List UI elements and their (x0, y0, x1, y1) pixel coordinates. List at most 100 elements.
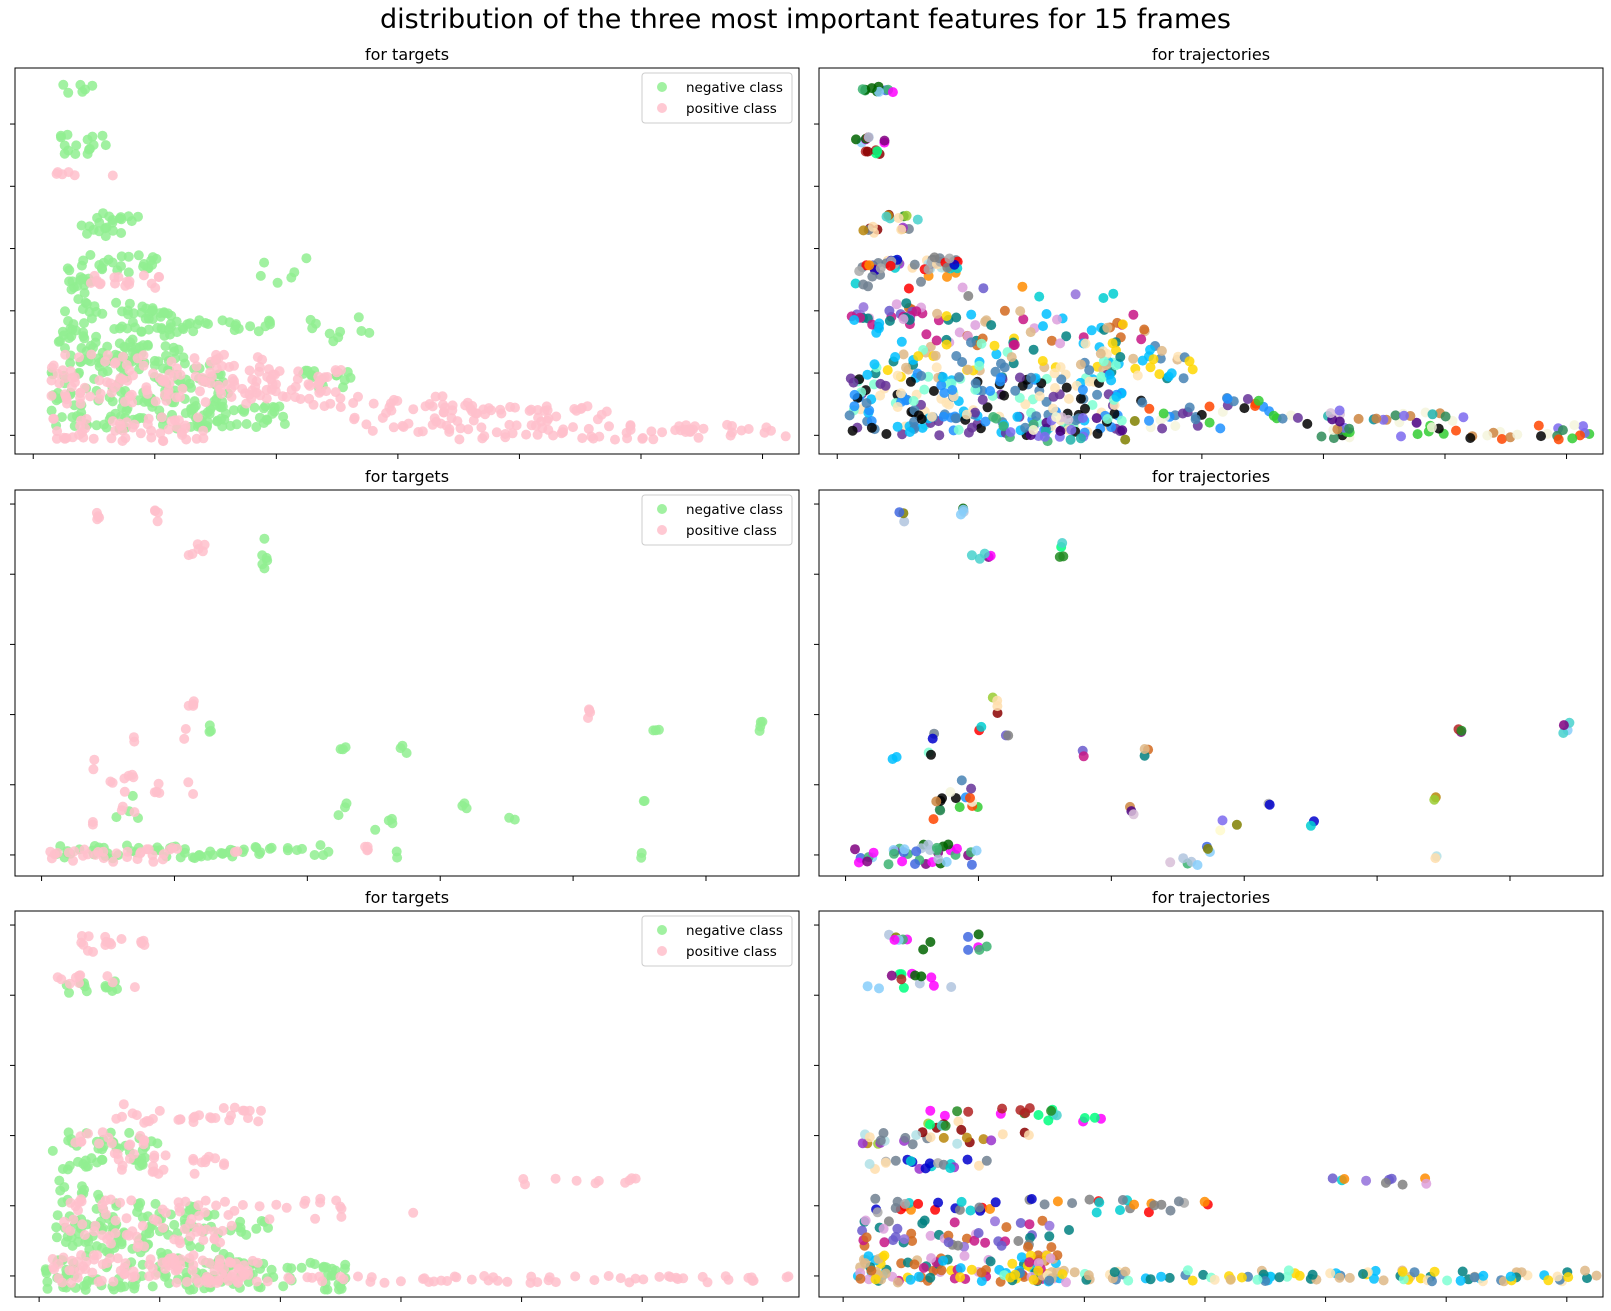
legend: negative class positive class (641, 72, 793, 124)
negative-class-point (78, 1280, 89, 1291)
positive-class-point (129, 419, 140, 430)
trajectory-point (953, 1116, 964, 1127)
trajectory-point (875, 378, 886, 389)
positive-class-point (200, 1195, 211, 1206)
positive-class-point (319, 401, 330, 412)
negative-class-point (339, 1263, 350, 1274)
positive-class-point (285, 1274, 296, 1285)
negative-class-point (392, 852, 403, 863)
trajectory-point (892, 402, 903, 412)
positive-class-point (543, 424, 554, 435)
trajectory-point (1178, 373, 1189, 384)
trajectory-point (867, 221, 878, 232)
negative-class-point (356, 326, 367, 336)
positive-class-point (188, 789, 199, 799)
trajectory-point (897, 856, 908, 867)
trajectory-point (1158, 408, 1169, 419)
negative-class-point (255, 270, 266, 281)
scatter-points (850, 503, 1575, 870)
trajectory-point (1108, 288, 1119, 299)
positive-class-point (171, 363, 182, 374)
trajectory-point (1041, 396, 1052, 407)
trajectory-point (1115, 1205, 1125, 1216)
negative-class-point (241, 1229, 252, 1240)
trajectory-point (963, 364, 973, 375)
trajectory-point (1080, 338, 1091, 349)
trajectory-point (1353, 413, 1364, 424)
axes-frame (818, 910, 1604, 1298)
positive-class-point (57, 365, 68, 376)
trajectory-point (1264, 799, 1275, 810)
trajectory-point (1202, 843, 1213, 854)
positive-class-point (211, 1200, 222, 1211)
trajectory-point (1339, 1174, 1350, 1184)
positive-class-point (79, 382, 90, 393)
positive-class-point (69, 170, 80, 181)
trajectory-point (862, 146, 873, 157)
trajectory-point (1015, 306, 1026, 317)
trajectory-point (1369, 1273, 1379, 1284)
positive-class-point (388, 422, 399, 433)
trajectory-point (850, 278, 861, 289)
trajectory-point (1065, 434, 1076, 445)
negative-class-point (217, 848, 228, 859)
trajectory-point (981, 941, 992, 952)
positive-class-point (521, 429, 532, 440)
trajectory-point (1033, 1258, 1044, 1269)
trajectory-point (1054, 551, 1065, 562)
trajectory-point (950, 413, 961, 424)
trajectory-point (909, 416, 920, 427)
positive-class-point (172, 843, 183, 854)
negative-class-point (79, 318, 89, 329)
trajectory-point (929, 252, 940, 263)
negative-class-point (56, 412, 67, 423)
negative-class-point (55, 130, 66, 141)
positive-class-point (780, 431, 791, 442)
trajectory-point (855, 1273, 866, 1284)
trajectory-point (892, 1196, 903, 1207)
trajectory-point (858, 279, 869, 290)
trajectory-point (889, 934, 900, 945)
trajectory-point (850, 844, 860, 855)
negative-class-point (324, 328, 335, 339)
trajectory-point (955, 1272, 966, 1283)
negative-class-point (297, 843, 307, 854)
positive-class-point (100, 1209, 111, 1220)
trajectory-point (1325, 1268, 1336, 1279)
negative-class-point (100, 140, 111, 151)
positive-class-point (157, 854, 168, 865)
trajectory-point (857, 1138, 868, 1149)
trajectory-point (1184, 402, 1195, 413)
positive-class-point (72, 1272, 83, 1283)
trajectory-point (986, 320, 997, 331)
trajectory-point (1024, 1257, 1035, 1268)
negative-class-point (173, 344, 184, 355)
subplot-title: for trajectories (1152, 45, 1270, 64)
positive-class-point (252, 1257, 263, 1268)
negative-class-point (259, 563, 270, 574)
positive-class-point (46, 362, 57, 373)
trajectory-point (1052, 314, 1062, 325)
trajectory-point (920, 1163, 931, 1174)
trajectory-point (1091, 413, 1102, 424)
negative-class-point (121, 405, 132, 416)
trajectory-point (943, 839, 954, 850)
trajectory-point (966, 550, 977, 561)
positive-class-point (150, 505, 160, 516)
trajectory-point (1344, 1272, 1355, 1283)
trajectory-point (1505, 1271, 1516, 1282)
negative-class-point (139, 259, 149, 269)
positive-class-point (189, 353, 200, 364)
trajectory-point (1334, 416, 1345, 427)
positive-class-point (392, 395, 403, 406)
trajectory-point (1236, 1272, 1247, 1283)
trajectory-point (882, 365, 893, 376)
positive-class-point (86, 349, 97, 360)
trajectory-point (958, 504, 969, 515)
negative-class-point (241, 419, 252, 429)
positive-class-point (197, 1255, 208, 1266)
trajectory-point (1458, 412, 1469, 423)
trajectory-point (1536, 431, 1546, 442)
subplot-title: for trajectories (1152, 467, 1270, 486)
positive-class-point (192, 539, 203, 550)
